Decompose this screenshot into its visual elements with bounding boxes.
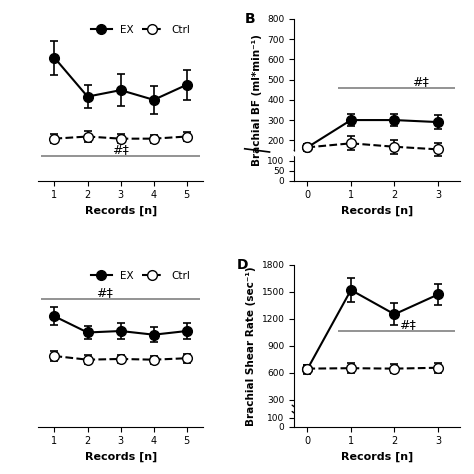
Y-axis label: Brachial BF (ml*min⁻¹): Brachial BF (ml*min⁻¹)	[252, 34, 262, 166]
Legend: EX, Ctrl: EX, Ctrl	[87, 267, 194, 285]
Text: #‡: #‡	[412, 75, 429, 88]
Legend: EX, Ctrl: EX, Ctrl	[471, 18, 474, 36]
X-axis label: Records [n]: Records [n]	[341, 206, 413, 216]
Legend: EX, Ctrl: EX, Ctrl	[471, 264, 474, 282]
Legend: EX, Ctrl: EX, Ctrl	[87, 21, 194, 39]
Text: D: D	[237, 258, 248, 273]
Y-axis label: Brachial Shear Rate (sec⁻¹): Brachial Shear Rate (sec⁻¹)	[246, 266, 256, 426]
Text: #‡: #‡	[112, 143, 129, 156]
Text: #‡: #‡	[96, 286, 112, 299]
X-axis label: Records [n]: Records [n]	[84, 452, 157, 462]
X-axis label: Records [n]: Records [n]	[341, 452, 413, 462]
Text: B: B	[245, 12, 255, 27]
X-axis label: Records [n]: Records [n]	[84, 206, 157, 216]
Text: #‡: #‡	[399, 319, 416, 331]
